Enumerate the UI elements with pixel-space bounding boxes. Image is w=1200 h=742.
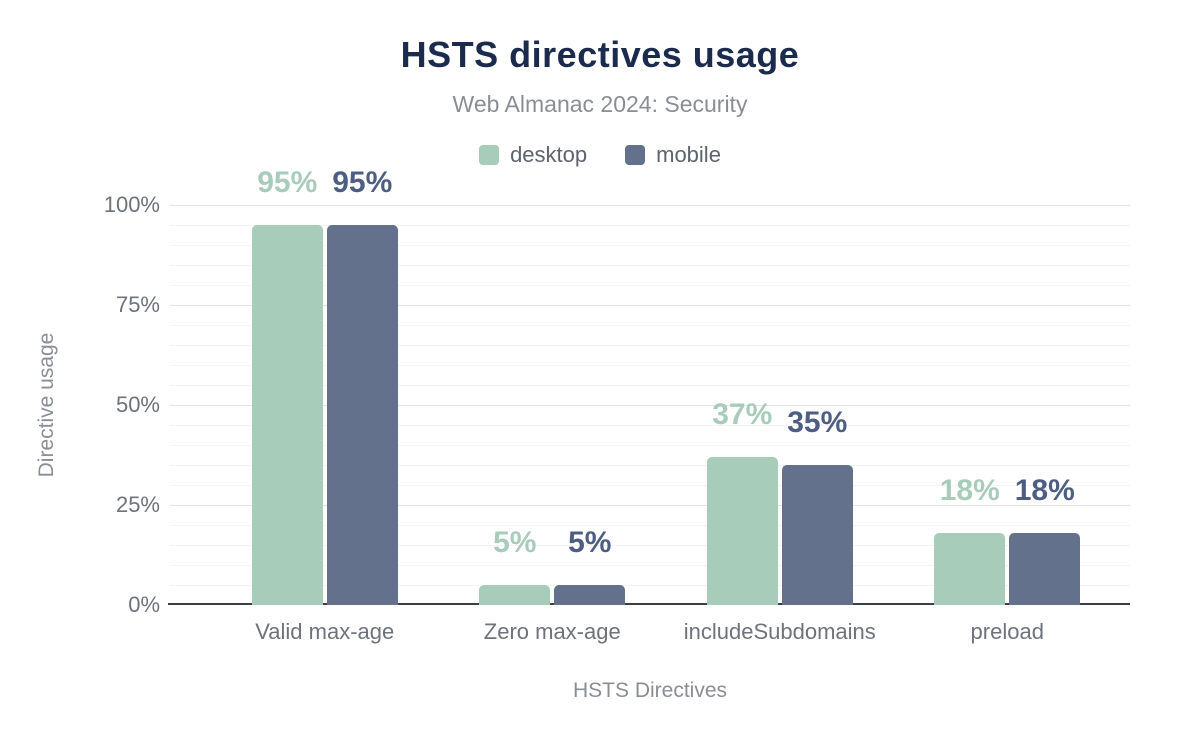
bar-mobile-preload[interactable] [1009, 533, 1081, 605]
bar-desktop-valid-max-age[interactable] [251, 225, 323, 605]
bar-value-label-desktop-includesubdomains: 37% [712, 398, 773, 431]
bar-value-label-desktop-preload: 18% [939, 474, 1000, 507]
category-labels: Valid max-age Zero max-age includeSubdomai… [211, 617, 1121, 647]
gridline-10 [170, 565, 1130, 566]
bar-mobile-zero-max-age[interactable] [554, 585, 626, 605]
gridline-70 [170, 325, 1130, 326]
y-tick-label-100: 100% [103, 192, 160, 217]
bar-group-zero-max-age: 5% 5% [439, 205, 667, 605]
legend-item-desktop[interactable]: desktop [479, 142, 587, 168]
legend-label-desktop: desktop [510, 142, 588, 167]
gridline-60 [170, 365, 1130, 366]
bar-value-label-desktop-zero-max-age: 5% [493, 526, 537, 559]
bands: 95% 95% 5% 5% 37% 35% 18% 18% [211, 168, 1122, 605]
gridline-80 [170, 285, 1130, 286]
gridline-25 [170, 505, 1130, 506]
x-category-label-includesubdomains: includeSubdomains [683, 619, 876, 644]
gridline-5 [170, 585, 1130, 586]
gridline-35 [170, 465, 1130, 466]
gridline-65 [170, 345, 1130, 346]
x-category-label-preload: preload [970, 619, 1044, 644]
gridline-90 [170, 245, 1130, 246]
bar-desktop-includesubdomains[interactable] [706, 457, 778, 605]
bar-desktop-preload[interactable] [934, 533, 1006, 605]
bar-wrapper-desktop-valid-max-age: 95% [251, 166, 323, 605]
gridline-30 [170, 485, 1130, 486]
gridline-45 [170, 425, 1130, 426]
gridline-50 [170, 405, 1130, 406]
bar-value-label-mobile-zero-max-age: 5% [568, 526, 612, 559]
bar-wrapper-desktop-zero-max-age: 5% [479, 526, 551, 605]
bar-wrapper-mobile-preload: 18% [1009, 474, 1081, 605]
x-axis-title: HSTS Directives [572, 679, 728, 702]
gridline-15 [170, 545, 1130, 546]
bar-desktop-zero-max-age[interactable] [479, 585, 551, 605]
bar-wrapper-mobile-valid-max-age: 95% [326, 166, 398, 605]
chart-title: HSTS directives usage [400, 34, 800, 75]
legend: desktop mobile [0, 142, 1200, 168]
gridline-95 [170, 225, 1130, 226]
legend-label-mobile: mobile [656, 142, 721, 167]
gridline-55 [170, 385, 1130, 386]
y-tick-label-75: 75% [115, 292, 160, 317]
gridline-85 [170, 265, 1130, 266]
mobile-swatch-icon [625, 145, 646, 165]
y-tick-label-50: 50% [115, 392, 160, 417]
bar-value-label-mobile-includesubdomains: 35% [787, 406, 848, 439]
bar-group-preload: 18% 18% [894, 205, 1122, 605]
plot-area [168, 205, 1130, 605]
y-tick-label-0: 0% [128, 592, 160, 617]
bar-mobile-valid-max-age[interactable] [326, 225, 398, 605]
bar-value-label-desktop-valid-max-age: 95% [257, 166, 318, 199]
bar-group-valid-max-age: 95% 95% [211, 168, 439, 605]
bar-wrapper-mobile-includesubdomains: 35% [781, 406, 853, 605]
gridline-100 [170, 205, 1130, 206]
chart-subtitle: Web Almanac 2024: Security [452, 91, 748, 117]
desktop-swatch-icon [479, 145, 500, 165]
x-axis-line [168, 603, 1130, 605]
legend-item-mobile[interactable]: mobile [625, 142, 721, 168]
x-category-label-valid-max-age: Valid max-age [255, 619, 395, 644]
gridline-40 [170, 445, 1130, 446]
bar-value-label-mobile-preload: 18% [1014, 474, 1075, 507]
bar-wrapper-desktop-preload: 18% [934, 474, 1006, 605]
gridline-75 [170, 305, 1130, 306]
bar-value-label-mobile-valid-max-age: 95% [332, 166, 393, 199]
y-tick-label-25: 25% [115, 492, 160, 517]
bar-group-includesubdomains: 37% 35% [666, 205, 894, 605]
bar-wrapper-desktop-includesubdomains: 37% [706, 398, 778, 605]
bar-wrapper-mobile-zero-max-age: 5% [554, 526, 626, 605]
bar-mobile-includesubdomains[interactable] [781, 465, 853, 605]
gridline-20 [170, 525, 1130, 526]
x-category-label-zero-max-age: Zero max-age [483, 619, 621, 644]
